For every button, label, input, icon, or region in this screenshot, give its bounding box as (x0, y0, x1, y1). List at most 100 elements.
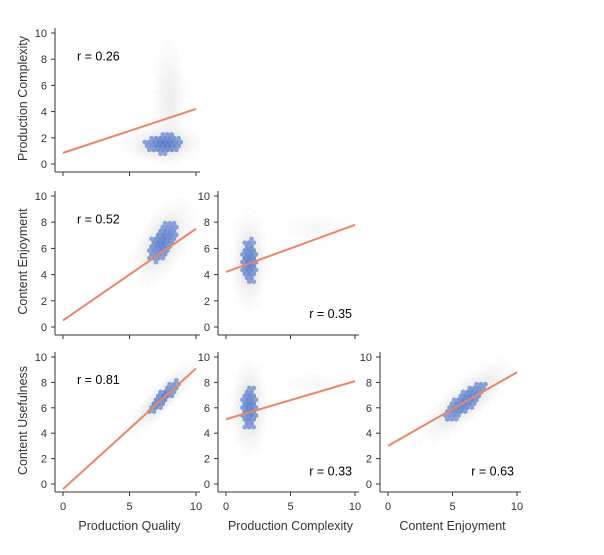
hexbin-pq-cu (131, 366, 197, 430)
hexbin-cell (153, 143, 159, 149)
hexbin-cell (433, 428, 439, 434)
hexbin-cell (469, 373, 475, 379)
hexbin-cell (447, 420, 452, 426)
hexbin-cell (456, 389, 461, 395)
hexbin-cell (244, 298, 250, 304)
hexbin-cell (262, 412, 268, 418)
hexbin-cell (142, 139, 148, 145)
hexbin-cell (429, 412, 434, 418)
hexbin-cell (174, 247, 179, 254)
hexbin-cell (178, 131, 184, 137)
hexbin-cell (178, 247, 184, 254)
hexbin-cell (149, 397, 154, 403)
hexbin-cell (183, 369, 188, 376)
hexbin-cell (247, 224, 252, 230)
hexbin-cell (249, 436, 254, 442)
hexbin-cell (258, 228, 263, 234)
hexbin-cell (424, 428, 430, 434)
hexbin-cell (240, 436, 245, 442)
hexbin-cell (135, 251, 141, 257)
hexbin-cell (158, 127, 163, 133)
y-tick-label: 4 (41, 107, 47, 119)
hexbin-cell (151, 224, 157, 230)
hexbin-cell (249, 420, 254, 426)
hexbin-cell (149, 236, 154, 242)
hexbin-cell (174, 53, 179, 59)
hexbin-cell (162, 104, 168, 110)
hexbin-cell (133, 416, 139, 422)
y-tick-label: 8 (41, 377, 47, 389)
hexbin-cell (169, 369, 175, 376)
hexbin-cell (147, 240, 152, 246)
hexbin-cell (144, 420, 150, 426)
hexbin-cell (240, 275, 245, 281)
hexbin-cell (262, 259, 268, 265)
hexbin-cell (256, 369, 261, 376)
hexbin-cell (251, 401, 257, 407)
hexbin-cell (167, 381, 172, 387)
hexbin-cell (447, 405, 452, 411)
hexbin-cell (247, 377, 252, 383)
hexbin-cell (158, 220, 163, 226)
hexbin-cell (503, 369, 509, 376)
hexbin-cell (251, 247, 257, 254)
hexbin-cell (242, 447, 248, 454)
hexbin-cell (167, 205, 172, 211)
hexbin-cell (323, 377, 329, 383)
hexbin-cell (169, 84, 175, 91)
hexbin-cell (256, 279, 261, 285)
hexbin-cell (174, 155, 179, 161)
y-tick-label: 0 (204, 322, 210, 334)
hexbin-cell (151, 240, 157, 246)
hexbin-cell (233, 408, 239, 415)
hexbin-cell (158, 212, 163, 218)
hexbin-cell (454, 401, 459, 407)
hexbin-cell (474, 389, 479, 395)
hexbin-cell (451, 420, 457, 426)
hexbin-cell (251, 255, 257, 261)
hexbin-cell (294, 381, 299, 387)
hexbin-cell (169, 377, 175, 383)
hexbin-cell (129, 131, 134, 137)
hexbin-cell (467, 401, 473, 407)
hexbin-cell (256, 401, 261, 407)
hexbin-cell (151, 131, 157, 137)
hexbin-cell (165, 123, 170, 130)
hexbin-cell (251, 440, 257, 446)
hexbin-cell (247, 440, 252, 446)
hexbin-cell (153, 228, 159, 234)
hexbin-cell (126, 143, 132, 149)
hexbin-cell (149, 389, 154, 395)
x-axis-label: Content Enjoyment (399, 519, 506, 533)
hexbin-cell (258, 389, 263, 395)
y-axis-label: Production Complexity (16, 35, 30, 161)
hexbin-cell (185, 228, 190, 234)
hexbin-cell (429, 428, 434, 434)
hexbin-cell (238, 424, 243, 430)
y-tick-label: 10 (35, 352, 47, 364)
hexbin-cell (325, 389, 331, 395)
hexbin-cell (242, 424, 248, 430)
hexbin-cell (492, 373, 497, 379)
hexbin-cell (162, 236, 168, 242)
hexbin-cell (162, 205, 168, 211)
hexbin-cell (235, 397, 241, 403)
hexbin-cell (492, 389, 497, 395)
hexbin-cell (160, 69, 166, 75)
hexbin-cell (192, 139, 197, 145)
hexbin-cell (469, 389, 475, 395)
hexbin-cell (162, 88, 168, 94)
hexbin-cell (138, 279, 143, 285)
hexbin-cell (256, 393, 261, 399)
hexbin-cell (162, 389, 168, 395)
hexbin-cell (247, 385, 252, 391)
hexbin-cell (238, 432, 243, 438)
hexbin-cell (303, 381, 308, 387)
hexbin-cell (256, 224, 261, 230)
hexbin-cell (242, 416, 248, 422)
hexbin-cell (149, 251, 154, 257)
hexbin-cell (147, 147, 152, 153)
hexbin-cell (233, 401, 239, 407)
hexbin-cell (169, 53, 175, 59)
